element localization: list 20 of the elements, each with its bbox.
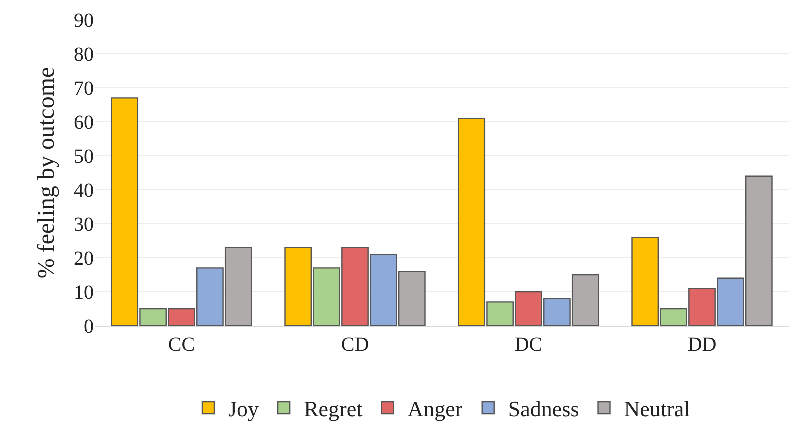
- y-tick-label: 70: [74, 78, 94, 100]
- x-tick-label: DD: [688, 334, 717, 356]
- legend-label: Neutral: [624, 396, 690, 422]
- y-axis-title: % feeling by outcome: [34, 67, 60, 279]
- x-tick-label: CD: [341, 334, 370, 356]
- y-tick-label: 50: [74, 146, 94, 168]
- x-tick-label: DC: [514, 334, 543, 356]
- legend-label: Joy: [228, 396, 260, 422]
- y-tick-label: 0: [84, 316, 94, 338]
- y-tick-label: 20: [74, 248, 94, 270]
- x-tick-label: CC: [168, 334, 196, 356]
- y-tick-label: 80: [74, 44, 94, 66]
- y-tick-label: 90: [74, 10, 94, 32]
- legend-label: Anger: [408, 396, 464, 422]
- legend-label: Regret: [304, 396, 363, 422]
- y-tick-label: 30: [74, 214, 94, 236]
- legend-label: Sadness: [508, 396, 580, 422]
- y-tick-label: 10: [74, 282, 94, 304]
- y-tick-label: 40: [74, 180, 94, 202]
- y-tick-label: 60: [74, 112, 94, 134]
